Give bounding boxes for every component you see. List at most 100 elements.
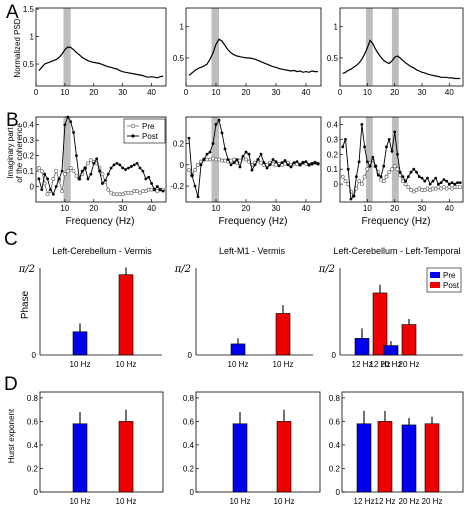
hurst-panel-3-ytick-label: 0.6 xyxy=(329,417,341,426)
hurst-panel-3-pre-xlabel: 20 Hz xyxy=(399,497,420,506)
coherence-panel-2-post-point xyxy=(190,174,194,177)
coherence-panel-2-post-point xyxy=(250,168,254,172)
coherence-panel-2-frame xyxy=(185,116,322,203)
coherence-panel-2-post-point xyxy=(208,150,212,154)
coherence-panel-1-post-point xyxy=(112,163,116,167)
coherence-panel-3-pre-point xyxy=(362,174,367,179)
coherence-panel-3-post-point xyxy=(352,194,356,198)
coherence-panel-2-pre-point xyxy=(232,157,236,162)
coherence-panel-2-post-point xyxy=(235,158,239,161)
psd-panel-1-xtick-label: 10 xyxy=(60,88,69,97)
coherence-panel-3-post-point xyxy=(447,182,451,186)
coherence-panel-2-post-point xyxy=(211,142,215,145)
hurst-panel-3-post-xlabel: 12 Hz xyxy=(375,497,396,506)
phase-legend-post-label: Post xyxy=(443,281,460,290)
hurst-panel-3-ytick-label: 0.4 xyxy=(329,441,341,450)
coherence-panel-3-xtick-label: 40 xyxy=(445,204,454,213)
psd-panel-2-xtick-label: 10 xyxy=(212,88,221,97)
coherence-panel-2-xtick-label: 10 xyxy=(212,204,221,213)
coherence-panel-1-post-point xyxy=(95,157,99,161)
coherence-panel-1-post-point xyxy=(51,192,55,196)
phase-panel-1-pre-bar xyxy=(72,331,88,356)
phase-panel-3-ymax-label: π/2 xyxy=(318,264,335,275)
hurst-panel-3-ytick-label: 0 xyxy=(336,488,341,497)
psd-panel-3-ytick-label: 1 xyxy=(334,23,339,32)
legend-post-swatch xyxy=(430,282,440,288)
coherence-panel-3-ytick-label: 0 xyxy=(334,180,339,189)
coherence-panel-3-post-point xyxy=(401,175,405,179)
coherence-panel-3-ytick-label: 0.3 xyxy=(327,135,339,144)
coherence-panel-3-post-point xyxy=(442,178,446,182)
coherence-panel-2-post-point xyxy=(247,152,251,156)
coherence-panel-2-post-point xyxy=(262,161,266,165)
psd-panel-3-xtick-label: 40 xyxy=(445,88,454,97)
psd-panel-1-xtick-label: 20 xyxy=(89,88,98,97)
psd-panel-3-xtick-label: 10 xyxy=(363,88,372,97)
coherence-panel-1-post-point xyxy=(103,178,107,182)
psd-panel-3-shaded-band xyxy=(365,8,373,86)
coherence-panel-1-post-point xyxy=(138,166,142,170)
coherence-panel-1-post-point xyxy=(115,161,119,165)
phase-panel-3-post-xlabel: 20 Hz xyxy=(399,360,420,369)
coherence-panel-2-xtick-label: 40 xyxy=(302,204,311,213)
coherence-panel-1-post-point xyxy=(75,154,78,158)
hurst-panel-2-pre-bar xyxy=(232,423,248,493)
hurst-panel-1-ytick-label: 0.2 xyxy=(27,464,39,473)
coherence-panel-1-xtick-label: 20 xyxy=(89,204,98,213)
coherence-panel-3-post-point xyxy=(434,176,438,180)
coherence-panel-1-post-point xyxy=(158,188,162,192)
coherence-panel-2-post-point xyxy=(286,163,290,167)
coherence-panel-1-post-point xyxy=(129,165,133,168)
coherence-panel-2-post-point xyxy=(223,147,227,151)
coherence-panel-1-xtick-label: 10 xyxy=(60,204,69,213)
coherence-panel-2-post-point xyxy=(193,184,197,188)
coherence-panel-1-pre-point xyxy=(129,190,134,195)
coherence-panel-2-post-point xyxy=(298,163,302,167)
phase-panel-3-pre-bar xyxy=(354,338,370,356)
row-c-title-1: Left-Cerebellum - Vermis xyxy=(52,246,152,256)
coherence-panel-2-post-point xyxy=(256,158,260,161)
phase-panel-1-ytick-zero: 0 xyxy=(32,351,37,360)
panel-letter-c: C xyxy=(4,229,18,250)
row-c-title-3: Left-Cerebellum - Left-Temporal xyxy=(333,246,460,256)
hurst-panel-3-post-xlabel: 20 Hz xyxy=(422,497,443,506)
coherence-panel-3-post-point xyxy=(365,160,369,164)
coherence-legend-box xyxy=(123,118,166,144)
psd-panel-3-xtick-label: 0 xyxy=(338,88,343,97)
hurst-panel-2-ytick-label: 0.6 xyxy=(183,417,195,426)
coherence-panel-1-pre-point xyxy=(62,172,67,177)
psd-panel-1-ytick-label: 1 xyxy=(30,33,35,42)
coherence-panel-2-post-point xyxy=(238,165,242,169)
coherence-panel-3-xtick-label: 20 xyxy=(390,204,399,213)
coherence-panel-3-pre-point xyxy=(387,170,392,175)
coherence-panel-3-post-point xyxy=(379,175,383,179)
hurst-panel-3-ytick-label: 0.2 xyxy=(329,464,341,473)
coherence-panel-1-post-point xyxy=(49,188,52,192)
psd-panel-2-xtick-label: 20 xyxy=(242,88,251,97)
coherence-panel-2-post-point xyxy=(313,161,317,165)
psd-panel-3-xtick-label: 30 xyxy=(418,88,427,97)
coherence-panel-3-pre-point xyxy=(395,167,400,172)
hurst-panel-3-ytick-label: 0.8 xyxy=(329,394,341,403)
hurst-panel-1-ytick-label: 0.6 xyxy=(27,417,39,426)
coherence-panel-1-pre-point xyxy=(143,189,148,194)
coherence-panel-2-post-point xyxy=(202,158,206,161)
coherence-panel-2-pre-point xyxy=(187,168,191,173)
hurst-panel-2-post-xlabel: 10 Hz xyxy=(274,497,295,506)
coherence-panel-1-ytick-label: 0.4 xyxy=(23,121,35,130)
coherence-panel-2-post-point xyxy=(289,165,293,169)
coherence-panel-3-post-point xyxy=(371,155,375,159)
coherence-panel-3-post-point xyxy=(423,179,427,183)
phase-panel-2-pre-xlabel: 10 Hz xyxy=(228,360,249,369)
coherence-panel-2-post-point xyxy=(274,160,278,164)
hurst-panel-3-pre-xlabel: 12 Hz xyxy=(354,497,375,506)
coherence-panel-3-post-point xyxy=(453,182,457,186)
coherence-panel-2-post-point xyxy=(214,123,218,126)
coherence-panel-3-pre-point xyxy=(406,185,411,189)
coherence-panel-3-post-point xyxy=(398,170,402,174)
row-a-ylabel: Normalized PSD xyxy=(13,18,22,77)
coherence-panel-1-pre-point xyxy=(51,176,56,181)
coherence-panel-3-pre-point xyxy=(381,179,386,184)
coherence-panel-3-ytick-label: 0.1 xyxy=(327,165,339,174)
hurst-panel-1-pre-bar xyxy=(72,423,88,493)
